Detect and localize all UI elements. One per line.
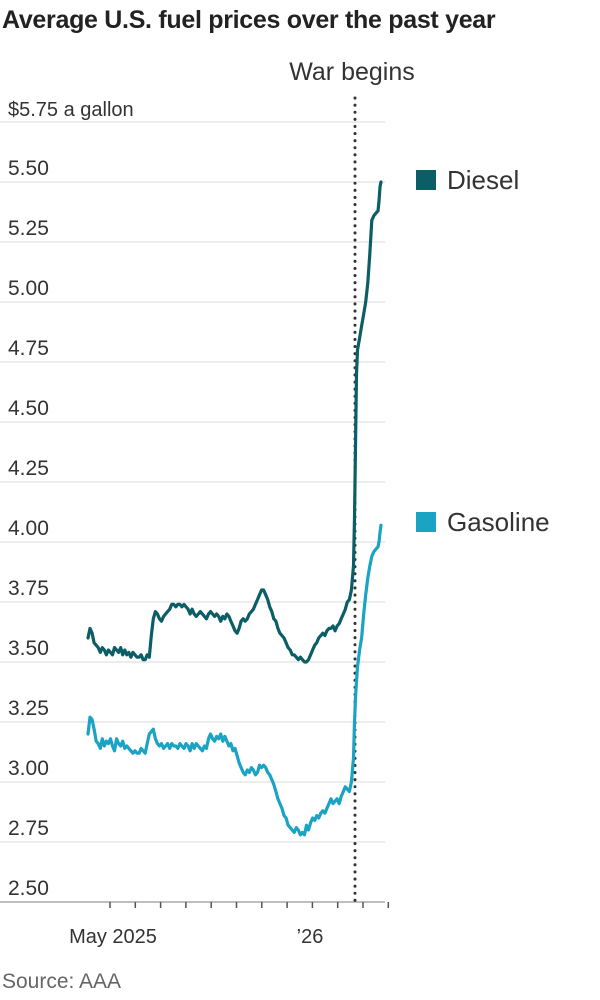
legend-label-diesel: Diesel bbox=[447, 165, 519, 195]
y-tick-label: 2.50 bbox=[8, 877, 49, 900]
chart-title: Average U.S. fuel prices over the past y… bbox=[2, 6, 496, 34]
x-axis-tick-marks bbox=[109, 902, 390, 908]
y-tick-label: 4.25 bbox=[8, 457, 49, 480]
y-tick-label: 3.50 bbox=[8, 637, 49, 660]
y-tick-label: 4.75 bbox=[8, 337, 49, 360]
y-tick-label: 5.50 bbox=[8, 157, 49, 180]
y-tick-label: 4.00 bbox=[8, 517, 49, 540]
legend-swatch-gasoline bbox=[416, 512, 436, 532]
y-tick-label: 3.75 bbox=[8, 577, 49, 600]
source-note: Source: AAA bbox=[2, 970, 122, 993]
series-line-diesel bbox=[86, 180, 383, 664]
y-tick-label: 5.00 bbox=[8, 277, 49, 300]
series-line-gasoline bbox=[86, 523, 383, 837]
y-tick-label: 4.50 bbox=[8, 397, 49, 420]
x-label-may-2025: May 2025 bbox=[69, 926, 157, 948]
gridlines bbox=[0, 121, 385, 903]
y-tick-label: 5.25 bbox=[8, 217, 49, 240]
y-axis-ticks: 5.50 5.25 5.00 4.75 4.50 4.25 4.00 3.75 3.50 3.25… bbox=[8, 157, 49, 900]
legend-swatch-diesel bbox=[416, 170, 436, 190]
y-axis-unit-label: $5.75 a gallon bbox=[8, 99, 134, 121]
x-label-26: ’26 bbox=[297, 926, 324, 948]
war-begins-annotation: War begins bbox=[289, 58, 415, 86]
legend-label-gasoline: Gasoline bbox=[447, 507, 550, 537]
y-tick-label: 3.25 bbox=[8, 697, 49, 720]
series-lines bbox=[86, 180, 383, 837]
y-tick-label: 2.75 bbox=[8, 817, 49, 840]
y-tick-label: 3.00 bbox=[8, 757, 49, 780]
